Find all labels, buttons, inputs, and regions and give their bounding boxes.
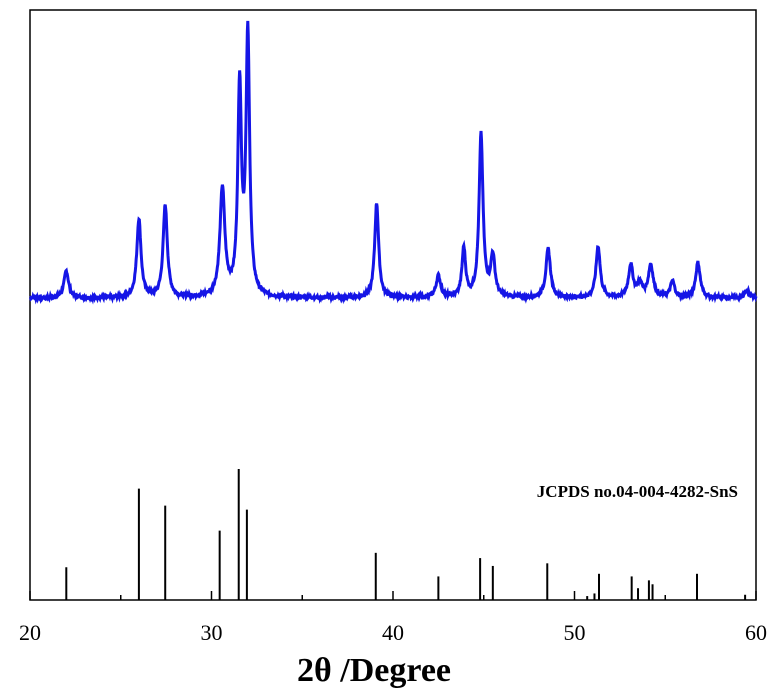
x-tick-label: 60 xyxy=(745,620,767,645)
x-axis-ticks: 20 30 40 50 60 xyxy=(19,591,767,645)
x-tick-label: 50 xyxy=(564,620,586,645)
x-tick-label: 30 xyxy=(201,620,223,645)
xrd-pattern-line xyxy=(29,20,758,305)
reference-label: JCPDS no.04-004-4282-SnS xyxy=(537,482,738,501)
x-tick-label: 40 xyxy=(382,620,404,645)
x-axis-title: 2θ /Degree xyxy=(297,652,451,689)
x-tick-label: 20 xyxy=(19,620,41,645)
reference-lines xyxy=(65,469,747,600)
